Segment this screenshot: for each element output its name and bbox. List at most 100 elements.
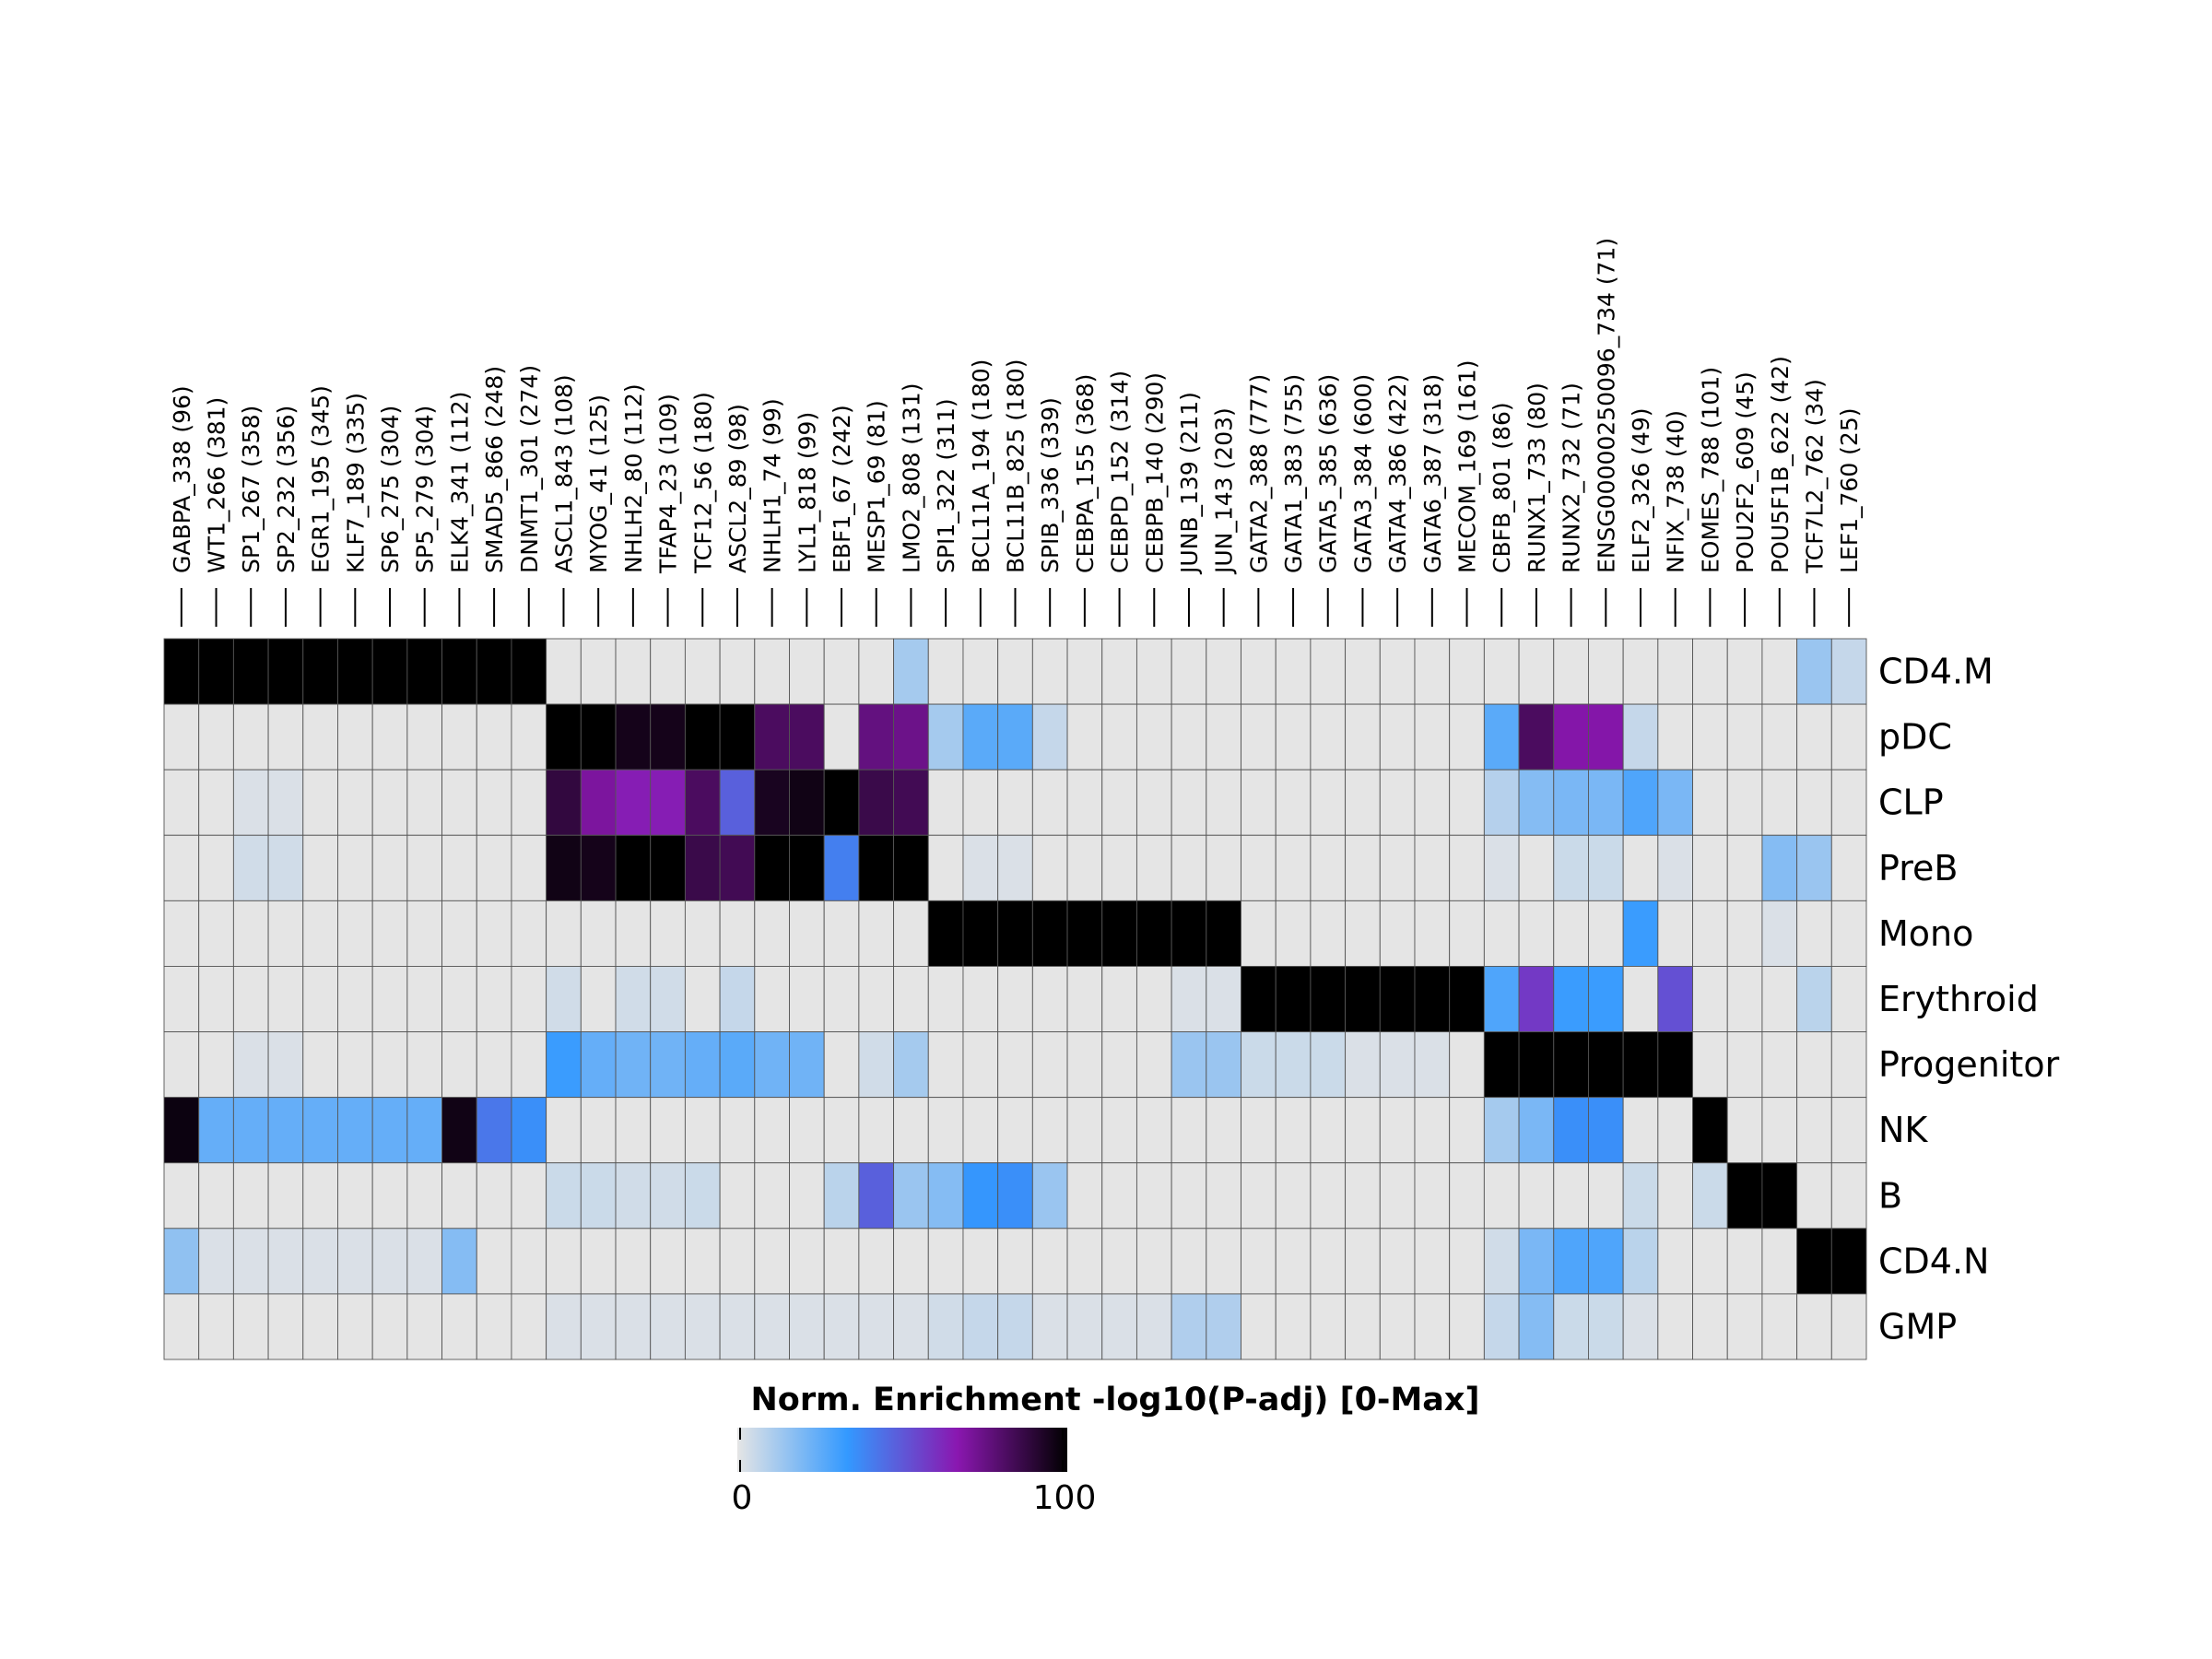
column-label: SP1_267 (358) bbox=[238, 406, 265, 573]
heatmap-cell bbox=[754, 1097, 790, 1164]
heatmap-cell bbox=[1101, 1293, 1137, 1360]
column-label: MYOG_41 (125) bbox=[585, 394, 612, 573]
heatmap-cell bbox=[1275, 966, 1312, 1032]
heatmap-cell bbox=[1310, 1293, 1347, 1360]
heatmap-cell bbox=[546, 638, 582, 705]
heatmap-cell bbox=[1726, 638, 1763, 705]
row-label: CD4.N bbox=[1878, 1241, 1989, 1281]
heatmap-cell bbox=[1830, 966, 1867, 1032]
heatmap-cell bbox=[1345, 1162, 1381, 1230]
heatmap-cell bbox=[163, 703, 200, 771]
heatmap-cell bbox=[1275, 900, 1312, 967]
heatmap-cell bbox=[232, 638, 269, 705]
heatmap-cell bbox=[1587, 900, 1624, 967]
column-label: SPI1_322 (311) bbox=[933, 398, 959, 573]
heatmap-cell bbox=[1414, 1031, 1451, 1099]
heatmap-cell bbox=[615, 769, 652, 836]
heatmap-cell bbox=[1483, 1293, 1520, 1360]
heatmap-cell bbox=[1345, 966, 1381, 1032]
heatmap-cell bbox=[1796, 1228, 1832, 1295]
column-label: JUN_143 (203) bbox=[1211, 407, 1238, 575]
heatmap-cell bbox=[615, 638, 652, 705]
heatmap-cell bbox=[406, 703, 443, 771]
heatmap-cell bbox=[858, 1031, 895, 1099]
heatmap-cell bbox=[511, 834, 547, 901]
heatmap-cell bbox=[1449, 769, 1485, 836]
heatmap-cell bbox=[1414, 1228, 1451, 1295]
heatmap-cell bbox=[441, 966, 477, 1032]
heatmap-cell bbox=[1726, 769, 1763, 836]
heatmap-cell bbox=[232, 966, 269, 1032]
column-label: GATA4_386 (422) bbox=[1384, 374, 1411, 573]
heatmap-cell bbox=[1692, 1097, 1728, 1164]
heatmap-cell bbox=[1379, 1162, 1416, 1230]
heatmap-cell bbox=[337, 834, 373, 901]
heatmap-cell bbox=[789, 1162, 825, 1230]
heatmap-cell bbox=[1379, 1031, 1416, 1099]
heatmap-cell bbox=[1241, 1031, 1277, 1099]
heatmap-cell bbox=[823, 1228, 860, 1295]
heatmap-cell bbox=[754, 1228, 790, 1295]
heatmap-cell bbox=[1761, 1097, 1798, 1164]
heatmap-cell bbox=[1135, 703, 1172, 771]
heatmap-cell bbox=[1449, 1293, 1485, 1360]
heatmap-cell bbox=[1830, 1293, 1867, 1360]
heatmap-cell bbox=[997, 638, 1033, 705]
heatmap-cell bbox=[1031, 1293, 1068, 1360]
column-label: BCL11B_825 (180) bbox=[1003, 359, 1030, 573]
heatmap-cell bbox=[927, 638, 964, 705]
heatmap-cell bbox=[1622, 1097, 1659, 1164]
heatmap-cell bbox=[962, 769, 999, 836]
heatmap-cell bbox=[650, 1097, 686, 1164]
heatmap-cell bbox=[476, 638, 512, 705]
heatmap-cell bbox=[1830, 1097, 1867, 1164]
heatmap-cell bbox=[163, 900, 200, 967]
heatmap-cell bbox=[198, 966, 234, 1032]
heatmap-cell bbox=[962, 834, 999, 901]
heatmap-cell bbox=[1622, 1228, 1659, 1295]
heatmap-cell bbox=[1135, 1097, 1172, 1164]
heatmap-cell bbox=[893, 834, 929, 901]
heatmap-cell bbox=[511, 900, 547, 967]
row-label: CLP bbox=[1878, 782, 1944, 823]
row-label: Progenitor bbox=[1878, 1044, 2060, 1085]
heatmap-cell bbox=[615, 900, 652, 967]
heatmap-cell bbox=[406, 1097, 443, 1164]
heatmap-cell bbox=[1135, 900, 1172, 967]
column-label: SP2_232 (356) bbox=[273, 406, 300, 573]
heatmap-cell bbox=[684, 834, 721, 901]
heatmap-cell bbox=[371, 1031, 408, 1099]
heatmap-cell bbox=[615, 703, 652, 771]
heatmap-cell bbox=[650, 966, 686, 1032]
heatmap-cell bbox=[1622, 638, 1659, 705]
heatmap-cell bbox=[1031, 703, 1068, 771]
heatmap-cell bbox=[337, 1031, 373, 1099]
heatmap-cell bbox=[684, 1097, 721, 1164]
heatmap-cell bbox=[198, 900, 234, 967]
column-label: GATA2_388 (777) bbox=[1245, 374, 1272, 573]
heatmap-cell bbox=[198, 1228, 234, 1295]
heatmap-cell bbox=[580, 1228, 617, 1295]
heatmap-cell bbox=[650, 1228, 686, 1295]
heatmap-cell bbox=[1449, 900, 1485, 967]
heatmap-cell bbox=[1830, 1031, 1867, 1099]
heatmap-cell bbox=[406, 1031, 443, 1099]
heatmap-cell bbox=[650, 638, 686, 705]
heatmap-cell bbox=[719, 703, 756, 771]
heatmap-cell bbox=[1622, 1162, 1659, 1230]
heatmap-cell bbox=[476, 1031, 512, 1099]
heatmap-cell bbox=[1692, 1228, 1728, 1295]
heatmap-cell bbox=[1587, 1162, 1624, 1230]
heatmap-cell bbox=[823, 1162, 860, 1230]
heatmap-cell bbox=[789, 769, 825, 836]
column-label: TFAP4_23 (109) bbox=[655, 394, 682, 574]
heatmap-cell bbox=[1379, 1097, 1416, 1164]
heatmap-cell bbox=[1553, 966, 1589, 1032]
heatmap-cell bbox=[337, 638, 373, 705]
column-label: CEBPA_155 (368) bbox=[1072, 374, 1099, 573]
column-label: KLF7_189 (335) bbox=[342, 393, 369, 573]
heatmap-cell bbox=[1622, 769, 1659, 836]
heatmap-cell bbox=[546, 966, 582, 1032]
heatmap-cell bbox=[476, 1162, 512, 1230]
heatmap-cell bbox=[1726, 834, 1763, 901]
